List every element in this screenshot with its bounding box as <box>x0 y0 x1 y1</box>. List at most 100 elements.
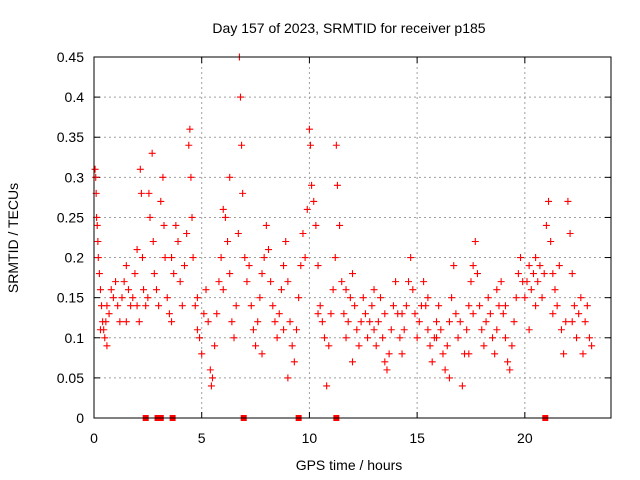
data-point <box>525 326 533 334</box>
data-point <box>114 302 122 310</box>
data-point <box>372 342 380 350</box>
data-point <box>486 310 494 318</box>
data-point <box>523 278 531 286</box>
data-point <box>426 342 434 350</box>
data-point <box>188 213 196 221</box>
data-point <box>180 262 188 270</box>
data-point <box>271 318 279 326</box>
data-point <box>493 326 501 334</box>
data-point <box>407 254 415 262</box>
data-points <box>91 53 596 421</box>
data-point <box>409 286 417 294</box>
data-point <box>506 366 514 374</box>
data-point <box>424 326 432 334</box>
data-point <box>213 310 221 318</box>
data-point <box>122 318 130 326</box>
data-point <box>549 270 557 278</box>
data-point <box>94 254 102 262</box>
data-point <box>456 318 464 326</box>
data-point <box>398 310 406 318</box>
data-point <box>581 318 589 326</box>
data-point <box>545 197 553 205</box>
data-point <box>94 238 102 246</box>
data-point <box>508 342 516 350</box>
data-point <box>290 358 298 366</box>
data-point <box>336 221 344 229</box>
data-point <box>219 286 227 294</box>
data-point <box>196 334 204 342</box>
data-point <box>469 310 477 318</box>
data-point <box>575 310 583 318</box>
data-point <box>193 294 201 302</box>
data-point <box>138 254 146 262</box>
chart-title: Day 157 of 2023, SRMTID for receiver p18… <box>212 20 485 36</box>
grid-layer <box>94 57 611 418</box>
data-point <box>91 165 99 173</box>
data-point <box>329 286 337 294</box>
data-point <box>346 294 354 302</box>
data-point <box>480 342 488 350</box>
data-point <box>351 302 359 310</box>
data-point <box>249 326 257 334</box>
data-point <box>463 326 471 334</box>
y-tick-label: 0.15 <box>57 290 84 306</box>
data-point <box>252 342 260 350</box>
data-point <box>327 310 335 318</box>
y-tick-label: 0.45 <box>57 49 84 65</box>
data-point <box>450 262 458 270</box>
data-point <box>332 141 340 149</box>
data-point <box>357 318 365 326</box>
data-point <box>467 278 475 286</box>
data-point <box>140 286 148 294</box>
data-point <box>161 254 169 262</box>
data-point <box>314 310 322 318</box>
y-tick-label: 0.25 <box>57 209 84 225</box>
data-point <box>131 270 139 278</box>
data-point <box>437 326 445 334</box>
data-point <box>349 358 356 366</box>
data-point <box>236 93 244 101</box>
y-tick-label: 0.4 <box>65 89 85 105</box>
data-point <box>549 310 557 318</box>
x-tick-label: 0 <box>90 430 98 446</box>
data-point <box>413 334 421 342</box>
data-point <box>170 270 178 278</box>
data-point <box>398 350 406 358</box>
data-point <box>471 238 479 246</box>
data-point <box>310 197 318 205</box>
data-point <box>168 254 176 262</box>
tick-layer: 0 0.05 0.1 0.15 0.2 0.25 0.3 0.35 0.4 0.45 0 5 10 15 2… <box>57 49 611 446</box>
data-point <box>224 238 232 246</box>
data-point <box>323 382 331 390</box>
data-point <box>521 294 529 302</box>
data-point <box>202 286 210 294</box>
data-point <box>538 294 546 302</box>
data-point <box>445 374 453 382</box>
data-point <box>207 382 215 390</box>
data-point <box>364 334 372 342</box>
data-point <box>473 270 481 278</box>
data-point <box>280 326 288 334</box>
data-point <box>292 326 300 334</box>
data-point <box>389 302 397 310</box>
data-point <box>383 366 391 374</box>
y-tick-label: 0.3 <box>65 169 85 185</box>
data-point <box>424 294 432 302</box>
data-point <box>191 302 199 310</box>
data-point <box>103 302 111 310</box>
data-point <box>338 278 346 286</box>
data-point <box>577 294 585 302</box>
data-point <box>562 318 570 326</box>
data-point <box>168 318 176 326</box>
data-point <box>133 246 141 254</box>
x-tick-label: 15 <box>409 430 425 446</box>
data-point <box>277 286 285 294</box>
data-point <box>478 326 486 334</box>
plot-frame <box>93 56 612 419</box>
data-point <box>198 350 206 358</box>
data-point <box>284 374 292 382</box>
data-point <box>187 173 195 181</box>
x-tick-label: 5 <box>198 430 206 446</box>
data-point <box>368 302 376 310</box>
data-point <box>355 342 363 350</box>
